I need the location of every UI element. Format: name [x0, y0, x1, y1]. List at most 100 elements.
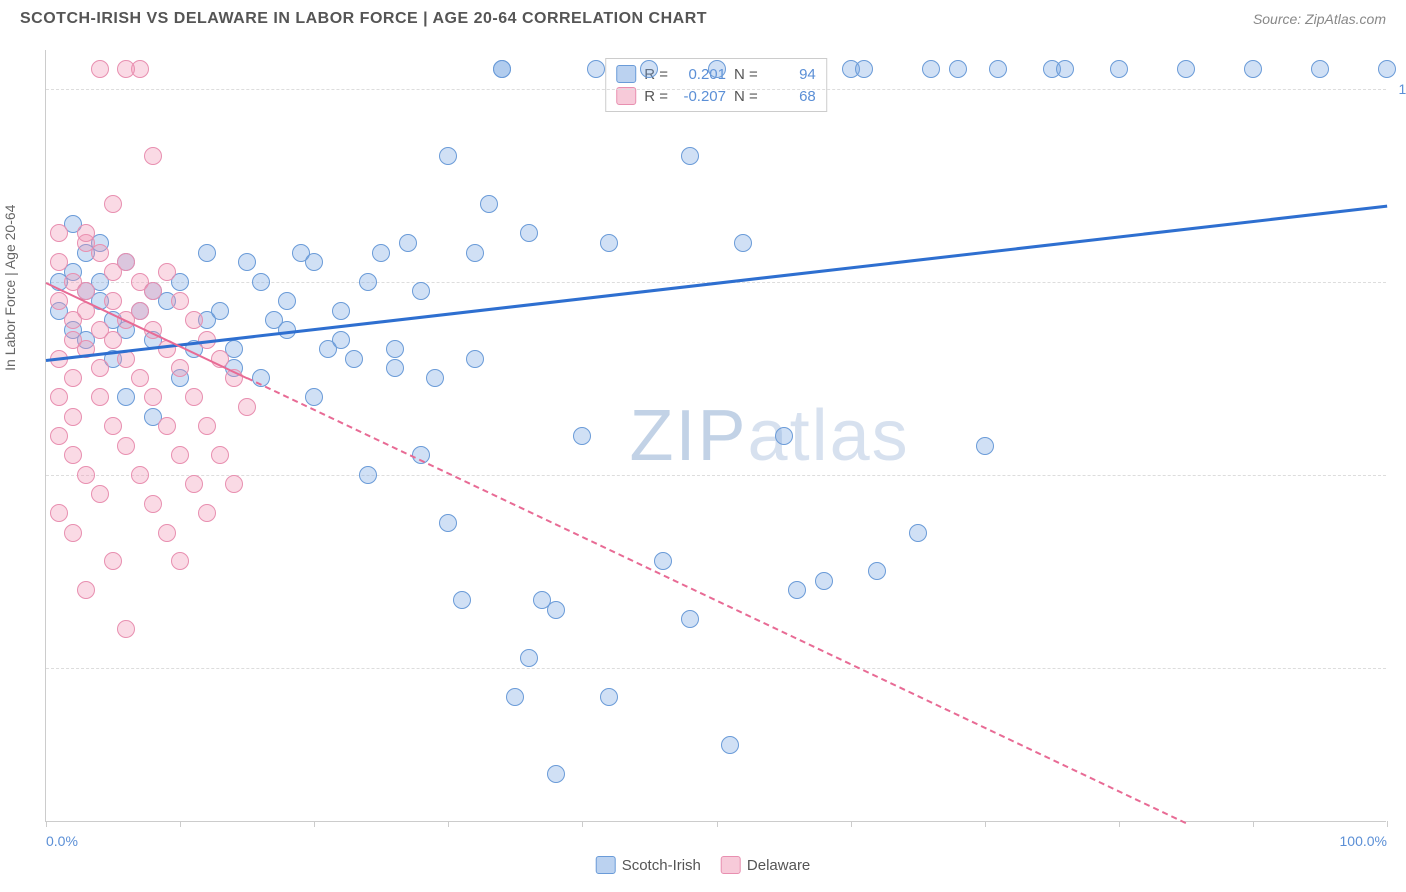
- data-point: [185, 475, 203, 493]
- data-point: [868, 562, 886, 580]
- trend-line: [46, 204, 1387, 361]
- data-point: [91, 359, 109, 377]
- r-value: -0.207: [676, 88, 726, 105]
- data-point: [453, 591, 471, 609]
- data-point: [305, 253, 323, 271]
- data-point: [104, 292, 122, 310]
- data-point: [104, 417, 122, 435]
- data-point: [104, 552, 122, 570]
- data-point: [1311, 60, 1329, 78]
- data-point: [439, 514, 457, 532]
- data-point: [1177, 60, 1195, 78]
- data-point: [547, 601, 565, 619]
- x-tick: [1119, 821, 1120, 827]
- data-point: [493, 60, 511, 78]
- data-point: [50, 224, 68, 242]
- data-point: [198, 417, 216, 435]
- data-point: [708, 60, 726, 78]
- n-value: 94: [766, 66, 816, 83]
- data-point: [922, 60, 940, 78]
- data-point: [1244, 60, 1262, 78]
- data-point: [520, 649, 538, 667]
- data-point: [989, 60, 1007, 78]
- data-point: [775, 427, 793, 445]
- gridline: [46, 668, 1386, 669]
- x-tick: [448, 821, 449, 827]
- data-point: [1378, 60, 1396, 78]
- data-point: [144, 147, 162, 165]
- data-point: [681, 610, 699, 628]
- data-point: [399, 234, 417, 252]
- y-tick-label: 80.0%: [1391, 274, 1406, 290]
- data-point: [252, 273, 270, 291]
- data-point: [359, 273, 377, 291]
- data-point: [372, 244, 390, 262]
- data-point: [480, 195, 498, 213]
- n-label: N =: [734, 88, 758, 105]
- series-legend: Scotch-Irish Delaware: [596, 856, 811, 874]
- data-point: [185, 311, 203, 329]
- watermark-zip: ZIP: [630, 396, 748, 476]
- data-point: [225, 475, 243, 493]
- data-point: [64, 524, 82, 542]
- data-point: [439, 147, 457, 165]
- n-value: 68: [766, 88, 816, 105]
- data-point: [520, 224, 538, 242]
- data-point: [1056, 60, 1074, 78]
- data-point: [211, 302, 229, 320]
- data-point: [50, 253, 68, 271]
- data-point: [144, 282, 162, 300]
- y-tick-label: 100.0%: [1391, 81, 1406, 97]
- data-point: [91, 388, 109, 406]
- data-point: [721, 736, 739, 754]
- data-point: [158, 417, 176, 435]
- data-point: [305, 388, 323, 406]
- legend-swatch: [616, 65, 636, 83]
- data-point: [815, 572, 833, 590]
- x-tick: [985, 821, 986, 827]
- watermark-atlas: atlas: [748, 396, 910, 476]
- x-tick-label: 100.0%: [1340, 833, 1387, 849]
- data-point: [788, 581, 806, 599]
- legend-item: Delaware: [721, 856, 810, 874]
- data-point: [144, 495, 162, 513]
- data-point: [734, 234, 752, 252]
- data-point: [466, 350, 484, 368]
- y-tick-label: 40.0%: [1391, 660, 1406, 676]
- data-point: [117, 253, 135, 271]
- data-point: [104, 195, 122, 213]
- data-point: [104, 331, 122, 349]
- data-point: [976, 437, 994, 455]
- data-point: [131, 369, 149, 387]
- data-point: [158, 524, 176, 542]
- r-label: R =: [644, 88, 668, 105]
- data-point: [50, 388, 68, 406]
- legend-swatch: [596, 856, 616, 874]
- chart-header: SCOTCH-IRISH VS DELAWARE IN LABOR FORCE …: [0, 0, 1406, 28]
- data-point: [238, 398, 256, 416]
- data-point: [345, 350, 363, 368]
- legend-item: Scotch-Irish: [596, 856, 701, 874]
- gridline: [46, 475, 1386, 476]
- data-point: [654, 552, 672, 570]
- data-point: [681, 147, 699, 165]
- legend-label: Scotch-Irish: [622, 857, 701, 874]
- data-point: [573, 427, 591, 445]
- data-point: [77, 466, 95, 484]
- legend-swatch: [721, 856, 741, 874]
- data-point: [131, 302, 149, 320]
- x-tick-label: 0.0%: [46, 833, 78, 849]
- data-point: [640, 60, 658, 78]
- data-point: [91, 485, 109, 503]
- data-point: [506, 688, 524, 706]
- data-point: [171, 292, 189, 310]
- chart-title: SCOTCH-IRISH VS DELAWARE IN LABOR FORCE …: [20, 10, 707, 28]
- data-point: [426, 369, 444, 387]
- data-point: [117, 60, 135, 78]
- data-point: [198, 504, 216, 522]
- data-point: [117, 388, 135, 406]
- data-point: [91, 244, 109, 262]
- x-tick: [851, 821, 852, 827]
- y-tick-label: 60.0%: [1391, 467, 1406, 483]
- data-point: [466, 244, 484, 262]
